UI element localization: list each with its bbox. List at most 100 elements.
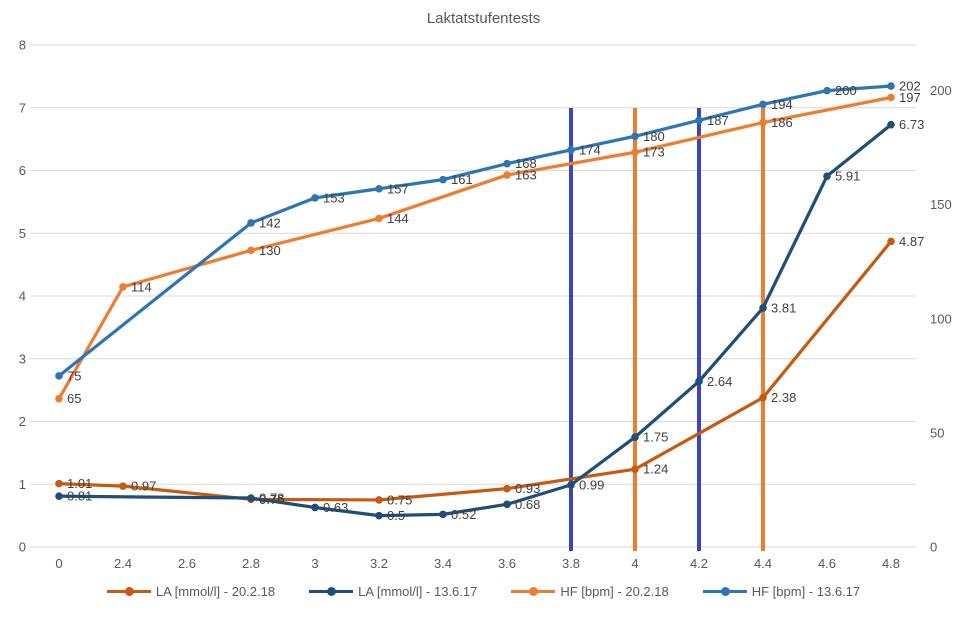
data-point-label: 0.81 [67,489,92,504]
data-point-marker [695,116,703,125]
data-point-label: 186 [771,115,793,130]
data-point-label: 2.64 [707,374,732,389]
data-point-label: 157 [387,181,409,196]
x-axis-tick-label: 3.6 [498,556,516,571]
x-axis-tick-label: 3.2 [370,556,388,571]
data-point-marker [119,283,127,291]
data-point-label: 0.93 [515,481,540,496]
right-axis-tick-label: 50 [930,425,944,440]
right-axis-tick-label: 0 [930,540,937,555]
x-axis-tick-label: 0 [55,556,62,571]
left-axis-tick-label: 1 [19,477,26,492]
x-axis-tick-label: 2.6 [178,556,196,571]
data-point-marker [311,194,319,202]
data-point-label: 0.68 [515,497,540,512]
data-point-marker [439,510,447,519]
data-point-marker [887,93,895,102]
data-point-label: 75 [67,368,81,383]
x-axis-tick-label: 2.8 [242,556,260,571]
data-point-marker [631,132,639,141]
data-point-marker [311,503,319,512]
series-line [57,95,893,401]
data-point-label: 168 [515,156,537,171]
legend-item-0: LA [mmol/l] - 20.2.18 [106,584,275,599]
data-point-label: 200 [835,83,857,98]
data-point-marker [631,148,639,157]
data-point-marker [247,219,255,227]
data-point-label: 2.38 [771,390,796,405]
x-axis-tick-label: 2.4 [114,556,132,571]
data-point-marker [887,120,895,129]
left-axis-tick-label: 0 [19,540,26,555]
data-point-marker [55,394,63,403]
data-point-label: 0.63 [323,500,348,515]
data-point-marker [55,479,63,488]
x-axis-tick-label: 4.8 [882,556,900,571]
data-point-label: 142 [259,215,281,230]
left-axis-tick-label: 5 [19,226,26,241]
data-point-label: 6.73 [899,117,924,132]
left-axis-tick-label: 2 [19,414,26,429]
legend-marker [309,587,354,596]
legend-item-3: HF [bpm] - 13.6.17 [702,584,860,599]
data-point-label: 144 [387,211,409,226]
left-axis-tick-label: 3 [19,351,26,366]
data-point-label: 173 [643,145,665,160]
data-point-marker [631,465,639,473]
legend-item-1: LA [mmol/l] - 13.6.17 [309,584,477,599]
data-point-label: 163 [515,168,537,183]
data-point-marker [567,146,575,154]
data-point-marker [375,184,383,193]
data-point-marker [375,511,383,520]
left-axis-tick-label: 8 [19,38,26,53]
data-point-label: 180 [643,129,665,144]
series-line [57,84,893,378]
legend-label: LA [mmol/l] - 13.6.17 [358,584,478,599]
data-point-marker [503,484,511,493]
legend-marker [106,587,151,596]
legend-item-2: HF [bpm] - 20.2.18 [511,584,669,599]
left-axis-tick-label: 6 [19,163,26,178]
data-point-label: 5.91 [835,169,860,184]
data-point-marker [503,500,511,509]
right-axis-tick-label: 100 [930,311,952,326]
data-point-label: 194 [771,97,793,112]
series-line [57,123,893,518]
x-axis-tick-label: 4 [631,556,638,571]
series-line [57,239,893,502]
data-point-label: 3.81 [771,300,796,315]
x-axis-tick-label: 4.2 [690,556,708,571]
data-point-label: 4.87 [899,234,924,249]
data-point-marker [119,482,127,490]
data-point-marker [567,481,575,489]
data-point-label: 0.5 [387,508,405,523]
x-axis-tick-label: 3.4 [434,556,452,571]
legend-marker [511,587,556,596]
data-point-label: 0.75 [387,492,412,507]
data-point-label: 174 [579,142,601,157]
data-point-label: 114 [131,279,152,294]
data-point-label: 1.24 [643,462,668,477]
data-point-label: 0.97 [131,479,156,494]
data-point-label: 1.75 [643,430,668,445]
data-point-marker [55,372,63,380]
data-point-marker [887,237,895,246]
x-axis-tick-label: 3.8 [562,556,580,571]
data-point-label: 65 [67,391,81,406]
data-point-label: 202 [899,79,921,94]
data-point-marker [55,492,63,500]
data-point-label: 0.99 [579,477,604,492]
data-point-label: 187 [707,113,729,128]
data-point-label: 153 [323,190,345,205]
x-axis-tick-label: 4.6 [818,556,836,571]
data-point-label: 0.52 [451,507,476,522]
chart-legend: LA [mmol/l] - 20.2.18 LA [mmol/l] - 13.6.… [0,584,967,599]
data-point-marker [759,393,767,402]
left-axis-tick-label: 4 [19,289,26,304]
data-point-marker [759,304,767,312]
chart-title: Laktatstufentests [426,10,541,27]
data-point-marker [247,494,255,502]
data-point-marker [439,175,447,184]
